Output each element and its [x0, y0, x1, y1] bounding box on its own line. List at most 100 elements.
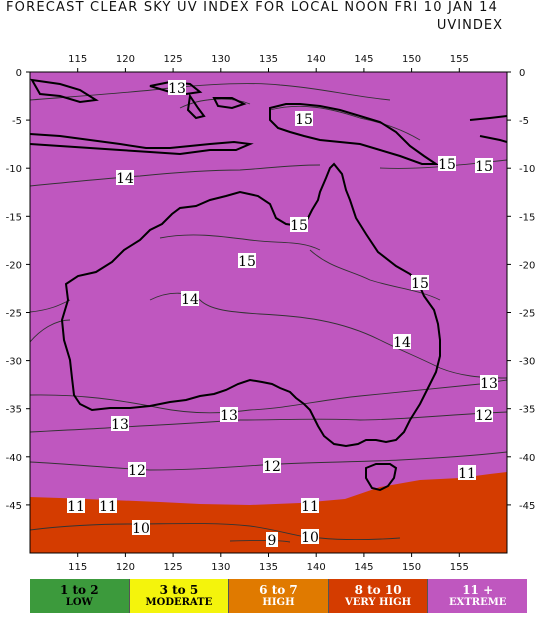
island-coastline: [469, 115, 507, 121]
lat-tick-label-left: -15: [6, 212, 22, 223]
contour-label-text: 15: [475, 159, 493, 175]
lon-tick-label-top: 145: [354, 54, 373, 65]
legend-item: 1 to 2 LOW: [30, 579, 130, 613]
lat-tick-label-right: -15: [519, 212, 535, 223]
lon-tick-label-bottom: 140: [307, 562, 326, 573]
lat-tick-label-right: -25: [519, 309, 535, 320]
lon-tick-label-top: 130: [211, 54, 230, 65]
contour-label-text: 14: [116, 171, 134, 187]
contour-label: 13: [168, 80, 186, 97]
lat-tick-label-right: -30: [519, 357, 535, 368]
lon-tick-label-top: 115: [68, 54, 87, 65]
legend-item: 3 to 5 MODERATE: [129, 579, 230, 613]
contour-label: 13: [480, 375, 498, 392]
contour-label: 14: [393, 334, 411, 351]
lat-tick-label-left: -10: [6, 164, 22, 175]
contour-label-text: 11: [67, 499, 85, 515]
lat-tick-label-left: 0: [16, 68, 22, 79]
legend-range: 6 to 7: [259, 583, 298, 597]
contour-label-text: 12: [475, 408, 493, 424]
lat-tick-label-left: -5: [12, 116, 22, 127]
legend-category: LOW: [65, 597, 93, 608]
contour-label-text: 15: [411, 276, 429, 292]
contour-label: 12: [263, 458, 281, 475]
contour-label-text: 11: [458, 466, 476, 482]
legend-category: VERY HIGH: [345, 597, 412, 608]
contour-label: 15: [475, 158, 493, 175]
axis-ticks: 1151151201201251251301301351351401401451…: [6, 54, 536, 573]
contour-label: 11: [458, 465, 476, 482]
contour-label-text: 9: [268, 533, 277, 549]
contour-label-text: 13: [168, 81, 186, 97]
lat-tick-label-right: -10: [519, 164, 535, 175]
contour-label-text: 10: [132, 521, 150, 537]
contour-label: 12: [475, 407, 493, 424]
legend-category: HIGH: [262, 597, 295, 608]
legend-item: 8 to 10 VERY HIGH: [328, 579, 429, 613]
lon-tick-label-top: 135: [259, 54, 278, 65]
legend-category: MODERATE: [145, 597, 213, 608]
contour-label-text: 15: [295, 112, 313, 128]
lon-tick-label-bottom: 130: [211, 562, 230, 573]
contour-label: 15: [411, 275, 429, 292]
contour-label: 15: [295, 111, 313, 128]
lon-tick-label-bottom: 155: [450, 562, 469, 573]
map-subtitle: UVINDEX: [436, 18, 503, 33]
legend-range: 1 to 2: [59, 583, 99, 597]
contour-label-text: 14: [393, 335, 411, 351]
contour-label: 10: [132, 520, 150, 537]
new-guinea-coastline: [269, 103, 440, 165]
contour-label: 11: [301, 498, 319, 515]
legend-category: EXTREME: [448, 597, 507, 608]
contour-label: 14: [181, 291, 199, 308]
contour-label: 11: [67, 498, 85, 515]
contour-label-text: 13: [220, 408, 238, 424]
lat-tick-label-right: 0: [519, 68, 525, 79]
lat-tick-label-right: -45: [519, 501, 535, 512]
contour-label: 15: [290, 217, 308, 234]
lon-tick-label-bottom: 150: [402, 562, 421, 573]
contour-label-text: 13: [480, 376, 498, 392]
tasmania-coastline: [365, 463, 398, 492]
lat-tick-label-left: -45: [6, 501, 22, 512]
contour-label-text: 10: [301, 530, 319, 546]
island-coastline: [30, 78, 99, 104]
contour-label: 11: [99, 498, 117, 515]
island-coastline: [212, 97, 247, 110]
lon-tick-label-bottom: 115: [68, 562, 87, 573]
lat-tick-label-left: -20: [6, 260, 22, 271]
lon-tick-label-top: 120: [116, 54, 135, 65]
lon-tick-label-bottom: 135: [259, 562, 278, 573]
contour-label-text: 12: [263, 459, 281, 475]
contour-label-text: 15: [290, 218, 308, 234]
lat-tick-label-right: -20: [519, 260, 535, 271]
lat-tick-label-right: -5: [519, 116, 529, 127]
contour-label-text: 11: [99, 499, 117, 515]
uv-legend: 1 to 2 LOW 3 to 5 MODERATE 6 to 7 HIGH 8 to 10…: [30, 579, 527, 613]
contour-label: 10: [301, 529, 319, 546]
contour-labels: 13 15 15 15 14 15 15 15 14 14 13 13 13 1…: [67, 80, 498, 549]
lat-tick-label-left: -35: [6, 405, 22, 416]
legend-range: 3 to 5: [159, 583, 199, 597]
lon-tick-label-top: 150: [402, 54, 421, 65]
contour-label-text: 13: [111, 417, 129, 433]
contour-label: 13: [220, 407, 238, 424]
contour-label: 15: [438, 156, 456, 173]
contour-label: 13: [111, 416, 129, 433]
lat-tick-label-right: -35: [519, 405, 535, 416]
island-coastline: [479, 135, 507, 143]
contour-label-text: 15: [238, 254, 256, 270]
lon-tick-label-bottom: 145: [354, 562, 373, 573]
map-title: FORECAST CLEAR SKY UV INDEX FOR LOCAL NO…: [6, 0, 499, 15]
lat-tick-label-right: -40: [519, 453, 535, 464]
contour-label: 12: [128, 462, 146, 479]
island-coastline: [30, 133, 254, 156]
island-coastline: [186, 93, 206, 120]
lon-tick-label-top: 140: [307, 54, 326, 65]
contour-label: 9: [266, 532, 278, 549]
australia-coastline: [60, 162, 441, 448]
contour-label-text: 11: [301, 499, 319, 515]
contour-label-text: 15: [438, 157, 456, 173]
legend-item: 11 + EXTREME: [428, 579, 527, 613]
